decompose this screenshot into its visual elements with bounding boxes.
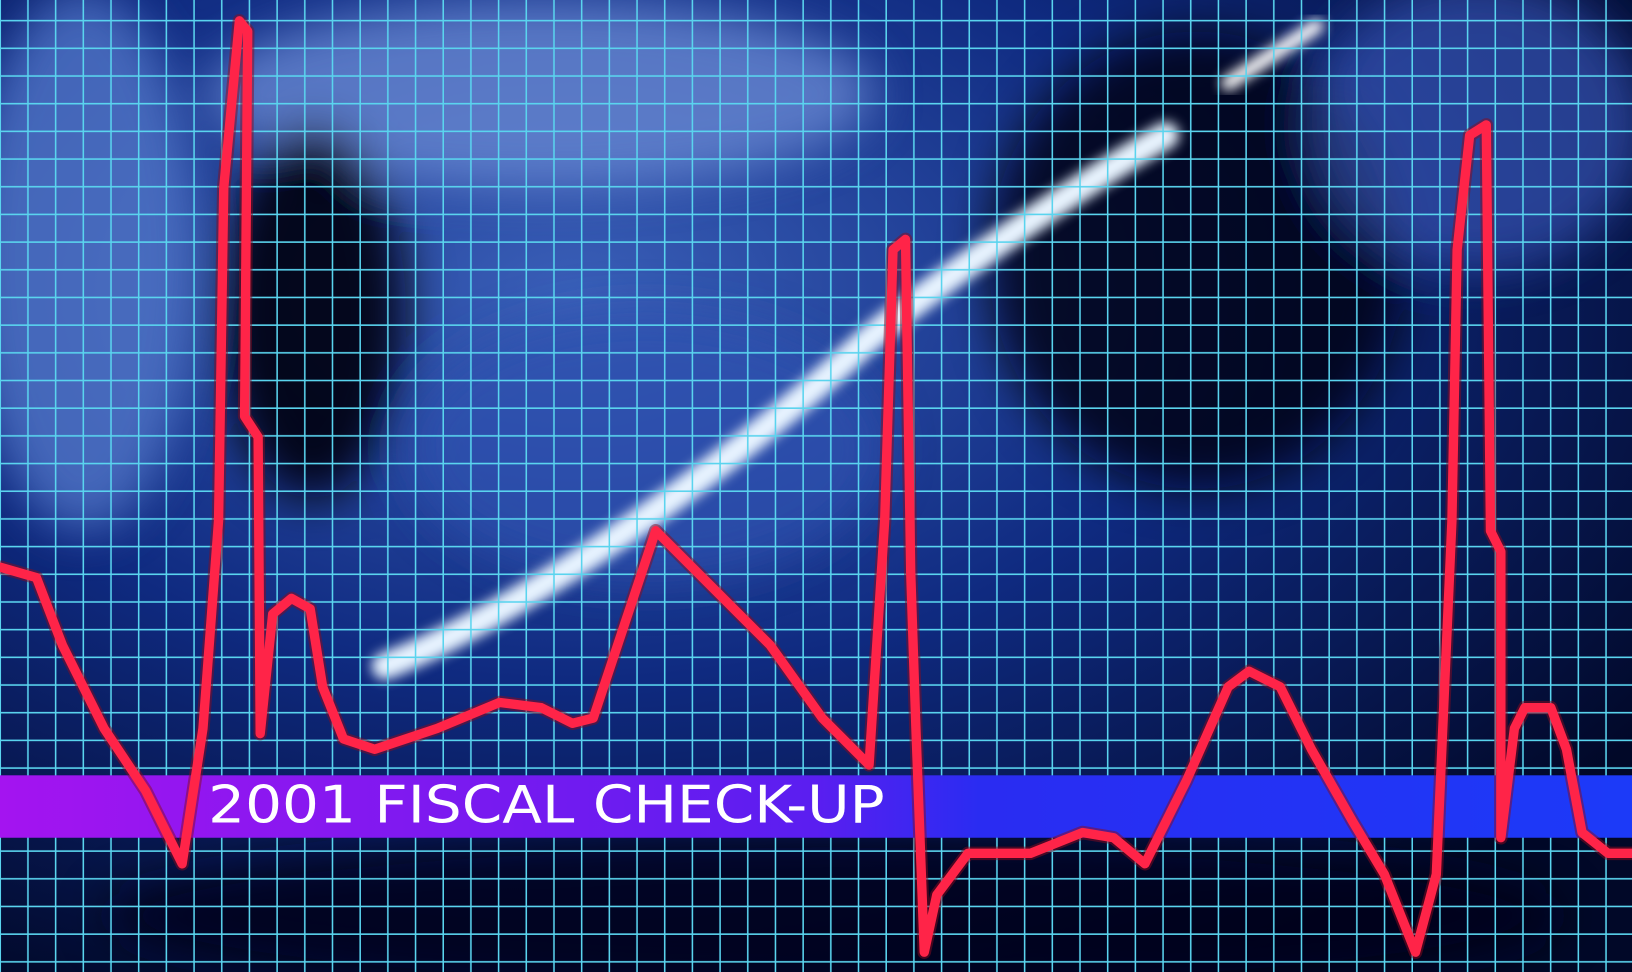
page: {"banner": {"text": "2001 FISCAL CHECK-U… (0, 0, 1632, 972)
banner-text: 2001 FISCAL CHECK-UP (208, 776, 885, 836)
illustration: 2001 FISCAL CHECK-UP (0, 0, 1632, 972)
